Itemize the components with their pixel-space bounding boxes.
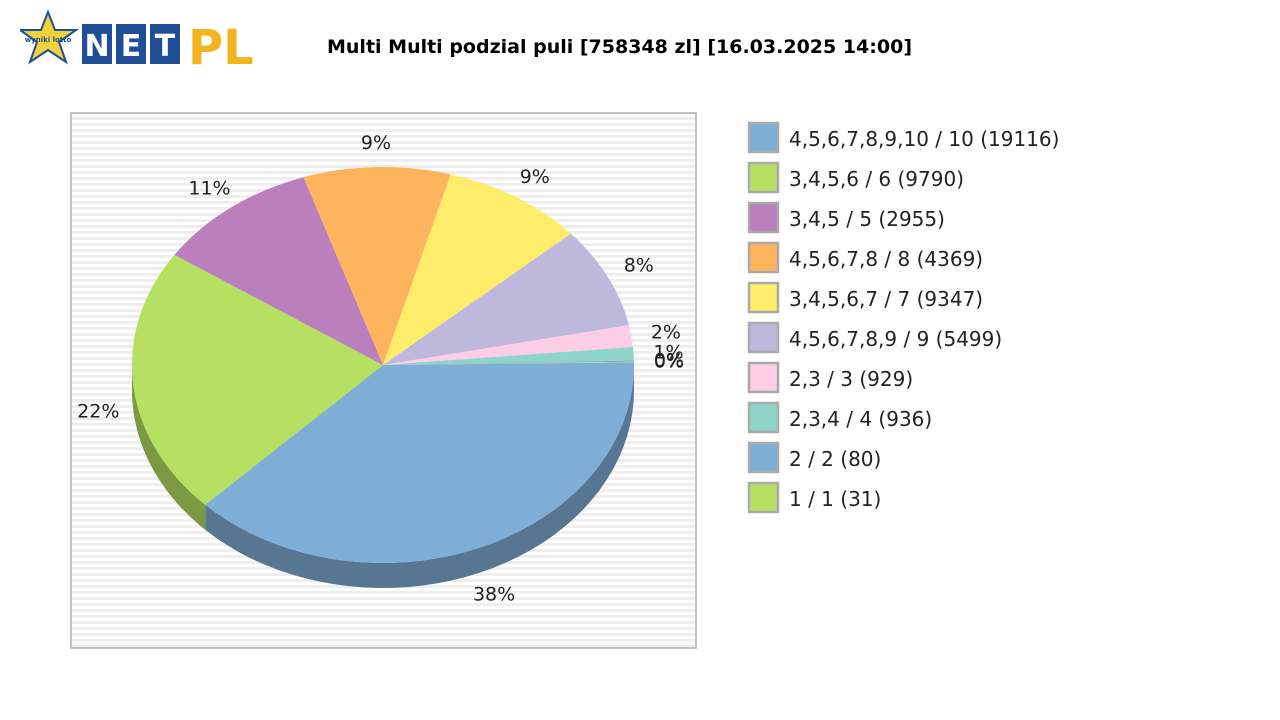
legend-swatch [747, 201, 780, 234]
legend-label: 4,5,6,7,8,9 / 9 (5499) [789, 327, 1002, 351]
logo-suffix: PL [188, 20, 254, 72]
pie-slice-percent-label: 0% [654, 351, 684, 373]
pie-slice-percent-label: 9% [361, 132, 391, 154]
logo-letter-box-e [116, 24, 146, 64]
legend-label: 4,5,6,7,8,9,10 / 10 (19116) [789, 127, 1059, 151]
pie-slice [383, 360, 634, 365]
legend-label: 3,4,5,6 / 6 (9790) [789, 167, 964, 191]
pie-slice [174, 177, 383, 365]
logo-letter-n: N [84, 29, 109, 64]
pie-slice-percent-label: 9% [520, 166, 550, 188]
legend-label: 3,4,5,6,7 / 7 (9347) [789, 287, 983, 311]
legend-swatch [747, 121, 780, 154]
pie-labels-layer: 38%22%11%9%9%8%2%1%0%0% [77, 132, 684, 605]
pie-slice [383, 174, 571, 365]
netpl-logo: wyniki lotto N E T PL [20, 10, 254, 72]
pie-slice [383, 347, 634, 365]
star-badge-icon [20, 10, 80, 65]
legend-label: 4,5,6,7,8 / 8 (4369) [789, 247, 983, 271]
pie-slice [132, 254, 383, 505]
pie-depth-layer [132, 365, 634, 588]
pie-slice-percent-label: 11% [188, 178, 230, 200]
legend: 4,5,6,7,8,9,10 / 10 (19116) 3,4,5,6 / 6 (… [747, 121, 1059, 514]
legend-label: 2,3 / 3 (929) [789, 367, 913, 391]
pie-slice-percent-label: 0% [654, 350, 684, 372]
pie-slice-percent-label: 8% [624, 255, 654, 277]
pie-slice-side [132, 365, 206, 530]
logo-badge-text: wyniki lotto [25, 36, 72, 44]
logo-letter-box-n [82, 24, 112, 64]
pie-slice [383, 325, 633, 365]
logo-letter-e: E [121, 29, 142, 64]
logo-letter-box-t [150, 24, 180, 64]
chart-title: Multi Multi podzial puli [758348 zl] [16… [327, 36, 913, 58]
legend-label: 3,4,5 / 5 (2955) [789, 207, 945, 231]
legend-swatch [747, 441, 780, 474]
legend-label: 1 / 1 (31) [789, 487, 881, 511]
pie-slice [303, 167, 451, 365]
pie-slice-percent-label: 22% [77, 401, 119, 423]
legend-swatch [747, 481, 780, 514]
pie-slice-side [205, 365, 634, 588]
legend-swatch [747, 161, 780, 194]
legend-swatch [747, 281, 780, 314]
legend-swatch [747, 401, 780, 434]
pie-slice [383, 361, 634, 365]
legend-label: 2 / 2 (80) [789, 447, 881, 471]
pie-slice-percent-label: 38% [473, 584, 515, 606]
pie-slice [383, 233, 629, 365]
pie-slice [205, 362, 634, 563]
logo-letter-t: T [155, 29, 176, 64]
legend-label: 2,3,4 / 4 (936) [789, 407, 932, 431]
legend-swatch [747, 241, 780, 274]
legend-swatch [747, 321, 780, 354]
pie-slice-percent-label: 2% [651, 322, 681, 344]
pie-slices-layer [132, 167, 634, 563]
legend-swatch [747, 361, 780, 394]
pie-slice-percent-label: 1% [653, 341, 683, 363]
